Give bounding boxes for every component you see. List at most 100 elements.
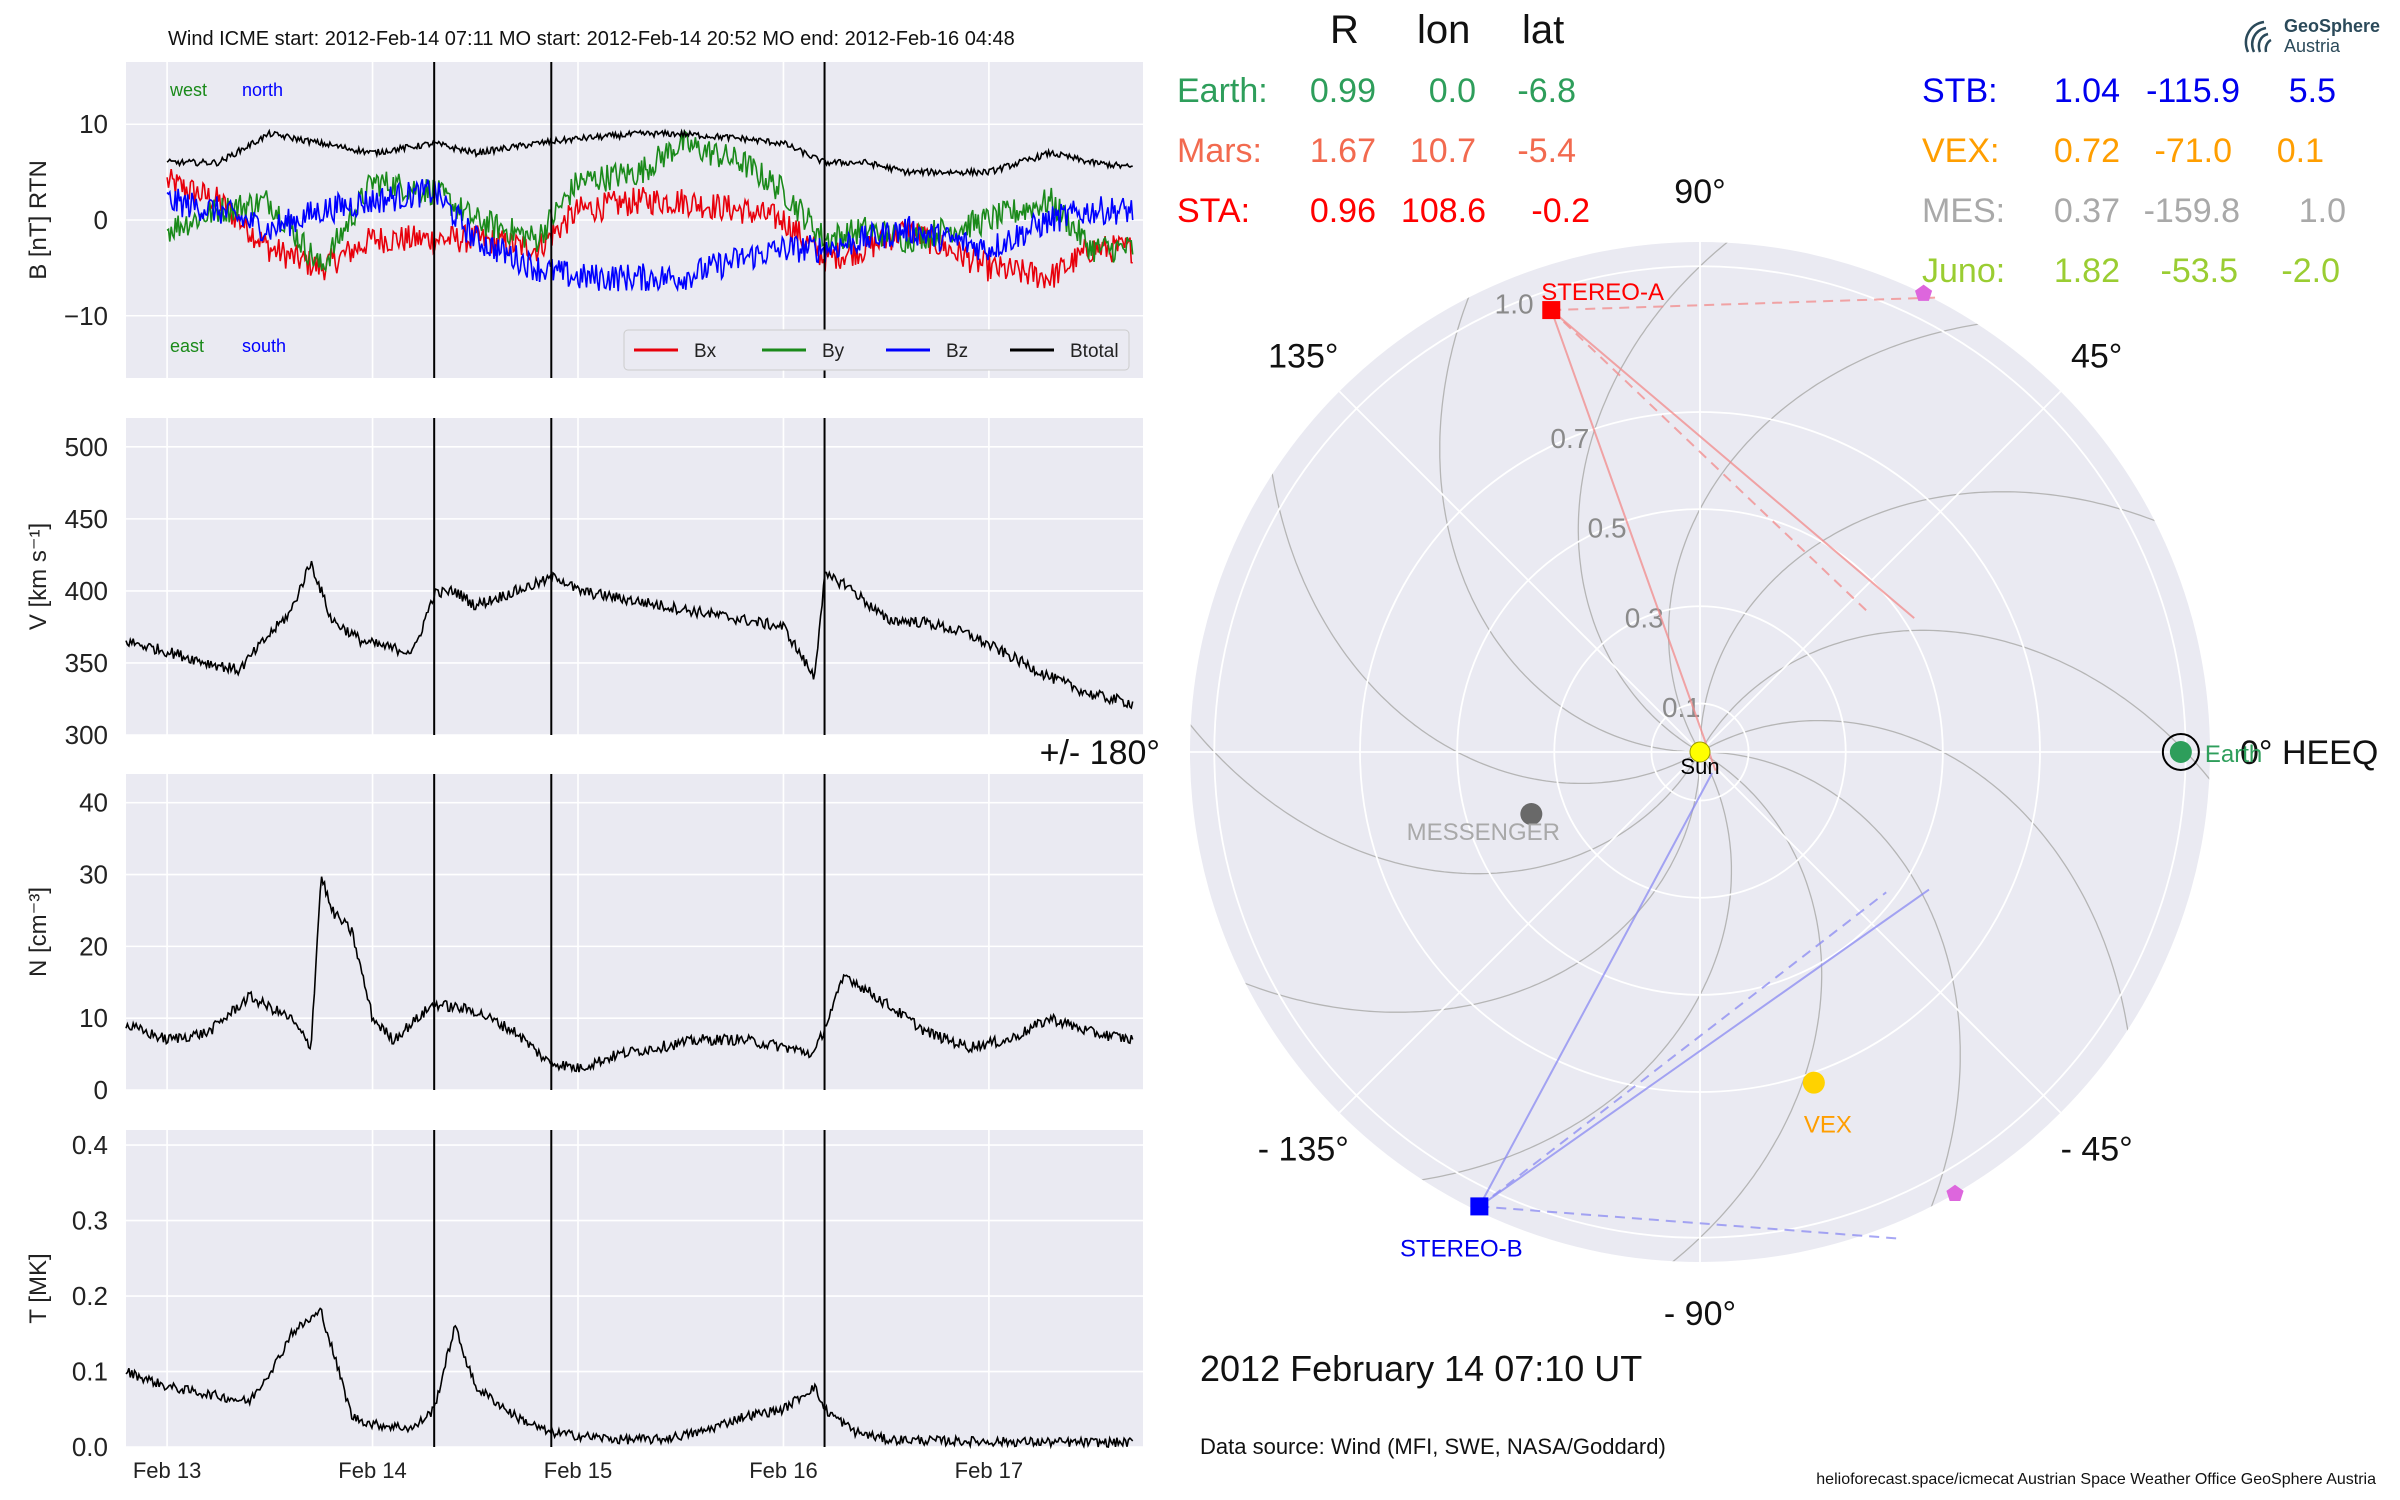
table-row-lat: -2.0	[2281, 252, 2340, 290]
timestamp-label: 2012 February 14 07:10 UT	[1200, 1348, 1643, 1389]
table-row-lat: 5.5	[2288, 72, 2336, 110]
credits-label: helioforecast.space/icmecat Austrian Spa…	[1816, 1471, 2376, 1488]
table-row-name: VEX:	[1922, 132, 2000, 170]
fov-line	[1551, 296, 1942, 312]
x-tick-label: Feb 13	[133, 1458, 202, 1483]
legend-label: Btotal	[1070, 341, 1119, 362]
y-axis-label: V [km s⁻¹]	[25, 523, 52, 630]
table-row-lon: 108.6	[1400, 192, 1486, 230]
y-tick-label: 0.3	[72, 1206, 108, 1236]
fov-line	[1550, 309, 1915, 619]
legend-label: By	[822, 341, 845, 362]
table-row-lon: -115.9	[2146, 72, 2240, 110]
table-row-lat: 1.0	[2298, 192, 2346, 230]
spiral-line	[1385, 751, 1733, 1185]
spiral-line	[1667, 319, 2015, 753]
angle-label: - 45°	[2061, 1131, 2133, 1169]
messenger-marker	[1520, 803, 1543, 826]
table-row-name: Juno:	[1922, 252, 2006, 290]
y-tick-label: 500	[65, 432, 108, 462]
spiral-line	[1267, 437, 1701, 785]
y-tick-label: 0.0	[72, 1432, 108, 1462]
angle-gridline	[1338, 390, 1701, 753]
y-tick-label: 0.2	[72, 1281, 108, 1311]
table-row-r: 1.67	[1309, 132, 1376, 170]
stereo-a-marker	[1542, 301, 1561, 320]
series-line-t	[125, 1307, 1134, 1450]
orientation-annotation: north	[242, 80, 283, 100]
vex-label: VEX	[1804, 1112, 1852, 1139]
spiral-line	[1211, 752, 1701, 1013]
legend-label: Bz	[946, 341, 968, 362]
table-header-lat: lat	[1522, 8, 1565, 52]
table-row-r: 0.37	[2053, 192, 2120, 230]
legend-label: Bx	[694, 341, 717, 362]
table-header-r: R	[1330, 8, 1359, 52]
y-axis-label: T [MK]	[25, 1253, 52, 1323]
fov-line	[1550, 309, 1869, 613]
angle-gridline	[1699, 751, 2062, 1114]
y-tick-label: 30	[79, 860, 108, 890]
table-row-lat: -0.2	[1531, 192, 1590, 230]
angle-gridline	[1699, 390, 2062, 753]
angle-label: +/- 180°	[1040, 734, 1160, 772]
fov-line	[1479, 1205, 1897, 1240]
plot-background	[126, 1130, 1143, 1447]
series-line-bz	[166, 178, 1134, 293]
angle-label: 45°	[2071, 337, 2122, 375]
spiral-line	[1699, 491, 2189, 752]
table-row-r: 1.82	[2053, 252, 2120, 290]
y-tick-label: 10	[79, 109, 108, 139]
legend: Bx By Bz Btotal	[623, 329, 1130, 371]
y-tick-label: 400	[65, 576, 108, 606]
table-row-name: MES:	[1922, 192, 2006, 230]
table-row-r: 0.96	[1309, 192, 1376, 230]
x-tick-label: Feb 15	[544, 1458, 613, 1483]
earth-label: Earth	[2205, 741, 2262, 768]
spiral-line	[1439, 263, 1700, 753]
table-row-lon: -159.8	[2143, 192, 2240, 230]
series-line-n	[125, 876, 1134, 1074]
radius-tick-label: 1.0	[1495, 288, 1534, 319]
stereo-b-marker	[1470, 1197, 1489, 1216]
y-tick-label: 20	[79, 931, 108, 961]
spiral-line	[1643, 751, 1823, 1262]
parker-spirals	[1190, 242, 2210, 1262]
table-header-lon: lon	[1417, 8, 1471, 52]
fov-line	[1478, 772, 1714, 1207]
x-tick-label: Feb 17	[955, 1458, 1024, 1483]
juno-mars-marker	[1946, 1184, 1964, 1201]
spiral-line	[1700, 751, 1961, 1241]
geosphere-logo-icon	[2244, 20, 2272, 53]
messenger-label: MESSENGER	[1407, 819, 1560, 846]
timeseries-panel-1: −10 0 10 B [nT] RTN west north east south Bx By Bz…	[25, 62, 1143, 378]
radius-tick-label: 0.1	[1662, 692, 1701, 723]
series-line-by	[166, 129, 1134, 273]
y-tick-label: 40	[79, 788, 108, 818]
y-tick-label: 0	[94, 205, 108, 235]
geosphere-logo-subtext: Austria	[2284, 36, 2341, 56]
y-tick-label: 10	[79, 1003, 108, 1033]
table-row-lon: 0.0	[1428, 72, 1476, 110]
y-axis-label: N [cm⁻³]	[25, 887, 52, 977]
radius-tick-label: 0.7	[1550, 423, 1589, 454]
y-tick-label: 0	[94, 1075, 108, 1105]
table-row-lat: -5.4	[1517, 132, 1576, 170]
plot-background	[126, 418, 1143, 735]
angle-gridline	[1338, 751, 1701, 1114]
table-row-lon: -71.0	[2154, 132, 2233, 170]
spiral-line	[1190, 695, 1701, 875]
series-line-v	[125, 560, 1134, 710]
table-row-r: 1.04	[2053, 72, 2120, 110]
sun-label: Sun	[1680, 754, 1719, 779]
orientation-annotation: south	[242, 336, 286, 356]
data-source-label: Data source: Wind (MFI, SWE, NASA/Goddar…	[1200, 1434, 1666, 1459]
juno-mars-marker	[1915, 284, 1933, 301]
vex-marker	[1802, 1071, 1825, 1094]
plot-background	[126, 774, 1143, 1090]
table-row-r: 0.72	[2053, 132, 2120, 170]
table-row-lat: 0.1	[2276, 132, 2324, 170]
table-row-name: STB:	[1922, 72, 1998, 110]
timeseries-panel-2: 300 350 400 450 500 V [km s⁻¹]	[25, 418, 1143, 750]
